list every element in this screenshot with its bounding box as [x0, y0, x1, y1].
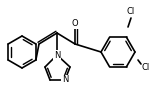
Text: Cl: Cl	[142, 64, 150, 72]
Text: N: N	[62, 75, 68, 85]
Text: O: O	[72, 19, 78, 28]
Text: N: N	[54, 50, 60, 60]
Text: Cl: Cl	[127, 7, 135, 16]
